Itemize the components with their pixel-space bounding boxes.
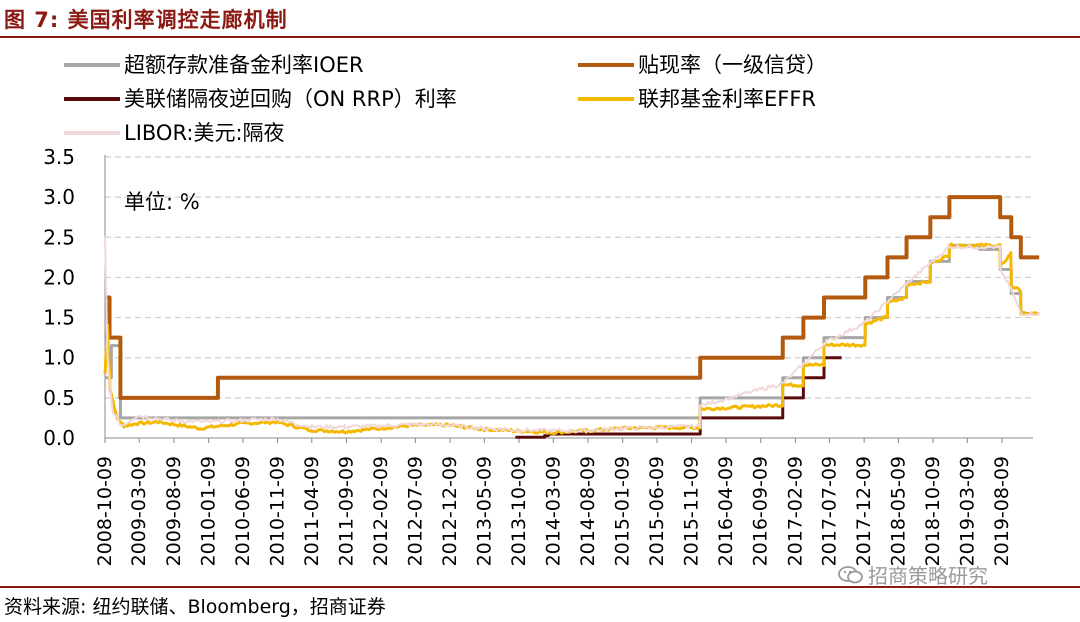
watermark: 招商策略研究 <box>838 560 988 589</box>
x-tick-label: 2008-10-09 <box>94 456 116 566</box>
x-tick-label: 2017-02-09 <box>784 456 806 566</box>
series-lines <box>103 195 1040 439</box>
x-tick-label: 2015-06-09 <box>646 456 668 566</box>
y-tick-label: 2.0 <box>43 265 75 289</box>
x-tick-label: 2012-02-09 <box>370 456 392 566</box>
y-tick-label: 1.5 <box>43 306 75 330</box>
x-tick-label: 2012-12-09 <box>439 456 461 566</box>
series-line-1 <box>105 243 1040 420</box>
legend-label: 联邦基金利率EFFR <box>638 87 816 111</box>
gridlines <box>105 156 1033 399</box>
legend: 超额存款准备金利率IOER 贴现率（一级信贷） 美联储隔夜逆回购（ON RRP）利率… <box>64 53 827 145</box>
x-tick-label: 2009-03-09 <box>128 456 150 566</box>
x-tick-label: 2016-09-09 <box>750 456 772 566</box>
series-line-2 <box>105 195 1040 400</box>
y-axis: 0.0 0.5 1.0 1.5 2.0 2.5 3.0 3.5 <box>43 145 1033 450</box>
series-line-3 <box>515 356 842 439</box>
x-tick-label: 2013-05-09 <box>473 456 495 566</box>
x-tick-label: 2016-04-09 <box>715 456 737 566</box>
x-tick-label: 2015-01-09 <box>612 456 634 566</box>
legend-label: LIBOR:美元:隔夜 <box>124 121 285 145</box>
x-tick-label: 2011-04-09 <box>301 456 323 566</box>
source-rule <box>0 586 1080 588</box>
x-tick-label: 2009-08-09 <box>163 456 185 566</box>
x-tick-label: 2013-10-09 <box>508 456 530 566</box>
y-tick-label: 2.5 <box>43 225 75 249</box>
wechat-icon <box>838 565 863 583</box>
y-tick-label: 3.5 <box>43 145 75 169</box>
x-tick-label: 2019-08-09 <box>991 456 1013 566</box>
x-tick-label: 2010-01-09 <box>198 456 220 566</box>
x-tick-label: 2018-10-09 <box>922 456 944 566</box>
legend-label: 超额存款准备金利率IOER <box>124 53 364 77</box>
unit-label: 单位: % <box>124 190 200 214</box>
y-tick-label: 3.0 <box>43 185 75 209</box>
watermark-text: 招商策略研究 <box>868 564 988 588</box>
x-tick-label: 2012-07-09 <box>404 456 426 566</box>
x-tick-label: 2018-05-09 <box>887 456 909 566</box>
x-tick-label: 2010-06-09 <box>232 456 254 566</box>
source-note: 资料来源: 纽约联储、Bloomberg，招商证券 <box>4 596 386 618</box>
legend-label: 贴现率（一级信贷） <box>638 53 827 77</box>
figure-title: 图 7: 美国利率调控走廊机制 <box>4 8 288 32</box>
series-line-5 <box>104 236 1040 434</box>
y-tick-label: 0.0 <box>43 426 75 450</box>
x-tick-label: 2017-12-09 <box>853 456 875 566</box>
x-tick-label: 2011-09-09 <box>335 456 357 566</box>
x-tick-label: 2017-07-09 <box>818 456 840 566</box>
x-tick-label: 2014-03-09 <box>542 456 564 566</box>
x-tick-label: 2015-11-09 <box>681 456 703 566</box>
x-tick-label: 2014-08-09 <box>577 456 599 566</box>
x-axis: 2008-10-09 2009-03-09 2009-08-09 2010-01-09… <box>94 438 1013 566</box>
x-tick-label: 2019-03-09 <box>956 456 978 566</box>
legend-label: 美联储隔夜逆回购（ON RRP）利率 <box>124 87 457 111</box>
title-rule <box>0 36 1080 38</box>
y-tick-label: 1.0 <box>43 346 75 370</box>
series-line-4 <box>103 242 1040 436</box>
y-tick-label: 0.5 <box>43 386 75 410</box>
rate-corridor-chart: 超额存款准备金利率IOER 贴现率（一级信贷） 美联储隔夜逆回购（ON RRP）利率… <box>43 53 1040 566</box>
x-tick-label: 2010-11-09 <box>267 456 289 566</box>
